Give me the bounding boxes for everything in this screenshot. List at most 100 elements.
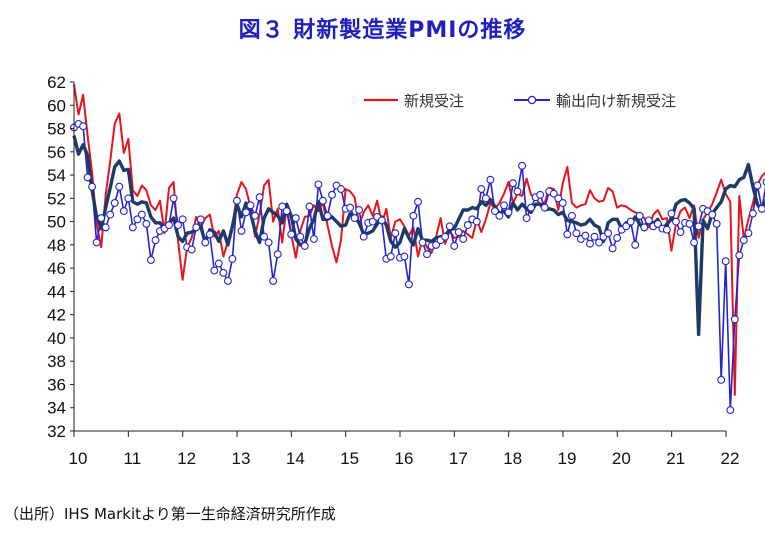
- export-orders-point: [174, 221, 183, 230]
- export-orders-point: [744, 229, 753, 238]
- y-tick-label: 32: [47, 422, 66, 441]
- export-orders-point: [685, 219, 694, 228]
- legend-export-orders-marker: [527, 95, 537, 105]
- export-orders-point: [128, 223, 137, 232]
- export-orders-point: [522, 214, 531, 223]
- export-orders-point: [500, 201, 508, 210]
- export-orders-point: [386, 252, 395, 261]
- plot-area: [70, 84, 765, 415]
- export-orders-point: [513, 187, 522, 196]
- export-orders-point: [350, 214, 359, 223]
- headline-pmi-line: [72, 135, 765, 337]
- x-tick-label: 14: [286, 449, 305, 468]
- export-orders-point: [739, 236, 748, 245]
- export-orders-point: [205, 230, 214, 239]
- legend-export-orders-label: 輸出向け新規受注: [556, 92, 676, 110]
- export-orders-point: [608, 244, 617, 253]
- export-orders-point: [305, 202, 314, 211]
- x-tick-label: 12: [177, 449, 196, 468]
- export-orders-point: [192, 223, 201, 232]
- x-tick-label: 18: [503, 449, 522, 468]
- export-orders-point: [540, 203, 549, 212]
- export-orders-point: [214, 259, 223, 268]
- export-orders-point: [187, 245, 196, 254]
- export-orders-point: [210, 266, 219, 275]
- export-orders-point: [88, 182, 97, 191]
- export-orders-point: [626, 217, 635, 226]
- export-orders-point: [314, 180, 323, 189]
- export-orders-point: [260, 232, 269, 241]
- export-orders-point: [201, 238, 210, 247]
- export-orders-point: [79, 122, 88, 131]
- export-orders-point: [97, 214, 106, 223]
- export-orders-point: [726, 406, 735, 415]
- export-orders-point: [237, 226, 246, 235]
- export-orders-point: [287, 230, 296, 239]
- export-orders-point: [622, 222, 631, 231]
- export-orders-point: [414, 197, 422, 206]
- export-orders-point: [721, 257, 730, 266]
- y-tick-label: 58: [47, 120, 66, 139]
- export-orders-point: [590, 232, 599, 241]
- export-orders-point: [423, 250, 431, 259]
- x-tick-label: 19: [558, 449, 577, 468]
- export-orders-point: [558, 199, 567, 207]
- export-orders-point: [142, 219, 151, 228]
- export-orders-point: [196, 215, 205, 224]
- export-orders-point: [246, 201, 255, 210]
- export-orders-point: [165, 221, 173, 230]
- export-orders-point: [377, 216, 386, 225]
- export-orders-point: [567, 211, 576, 220]
- export-orders-point: [133, 215, 142, 224]
- export-orders-point: [581, 231, 590, 240]
- y-tick-label: 44: [47, 282, 66, 301]
- export-orders-point: [300, 242, 309, 250]
- y-tick-label: 40: [47, 329, 66, 348]
- export-orders-point: [490, 207, 499, 216]
- y-tick-label: 48: [47, 236, 66, 255]
- y-tick-label: 62: [47, 73, 66, 92]
- export-orders-point: [690, 238, 699, 247]
- export-orders-point: [717, 375, 726, 384]
- x-tick-label: 16: [395, 449, 414, 468]
- export-orders-point: [391, 229, 400, 238]
- export-orders-point: [549, 189, 558, 198]
- export-orders-point: [454, 228, 463, 237]
- export-orders-point: [757, 204, 765, 213]
- export-orders-point: [712, 219, 721, 228]
- export-orders-point: [146, 256, 155, 264]
- export-orders-point: [291, 214, 300, 223]
- export-orders-point: [554, 194, 563, 203]
- export-orders-point: [631, 240, 640, 249]
- export-orders-point: [644, 216, 653, 225]
- export-orders-point: [509, 179, 517, 188]
- y-tick-label: 56: [47, 143, 66, 162]
- export-orders-point: [694, 222, 703, 231]
- export-orders-point: [672, 217, 680, 226]
- export-orders-point: [409, 211, 418, 220]
- export-orders-point: [708, 210, 717, 219]
- export-orders-point: [595, 238, 603, 247]
- x-tick-label: 20: [612, 449, 631, 468]
- x-tick-label: 21: [666, 449, 685, 468]
- new-orders-line: [73, 84, 765, 396]
- export-orders-point: [432, 240, 441, 249]
- export-orders-point: [151, 236, 160, 245]
- export-orders-point: [653, 219, 662, 228]
- export-orders-point: [748, 209, 757, 218]
- x-tick-label: 17: [449, 449, 468, 468]
- export-orders-point: [124, 194, 133, 203]
- export-orders-point: [676, 228, 685, 237]
- export-orders-point: [563, 230, 572, 239]
- export-orders-point: [106, 210, 115, 219]
- export-orders-point: [92, 238, 101, 247]
- y-tick-label: 60: [47, 96, 66, 115]
- export-orders-point: [219, 268, 228, 277]
- export-orders-point: [635, 211, 644, 220]
- export-orders-point: [518, 161, 527, 170]
- export-orders-point: [346, 203, 355, 212]
- export-orders-point: [115, 182, 124, 191]
- export-orders-point: [613, 233, 622, 242]
- legend: 新規受注 輸出向け新規受注: [364, 92, 676, 110]
- export-orders-point: [169, 194, 178, 203]
